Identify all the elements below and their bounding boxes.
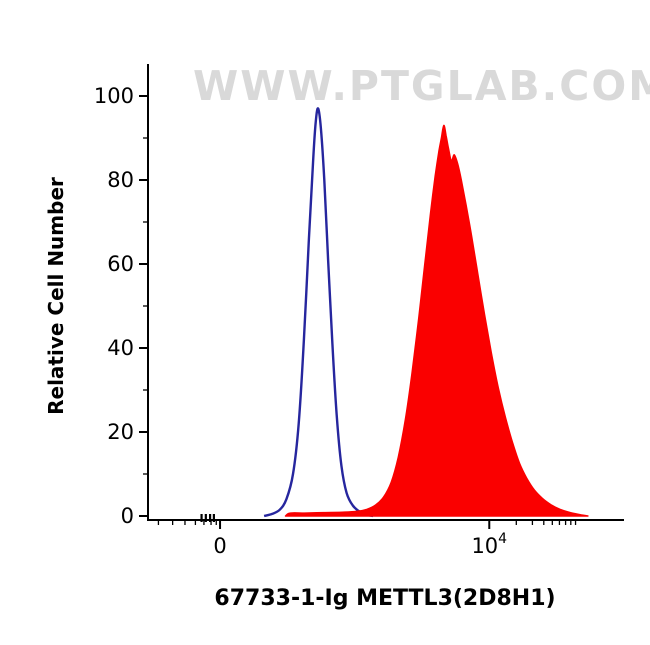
watermark-text: WWW.PTGLAB.COM [193, 62, 650, 110]
x-tick-label: 104 [471, 531, 507, 558]
control-curve [263, 107, 374, 518]
x-tick-label: 0 [213, 534, 226, 558]
y-tick-label: 0 [121, 504, 134, 528]
axes [147, 64, 624, 521]
y-tick-label: 80 [107, 168, 134, 192]
x-axis-title: 67733-1-Ig METTL3(2D8H1) [214, 586, 556, 611]
x-axis-ticks: 0 104 [157, 520, 577, 558]
stained-curve [284, 124, 589, 517]
y-tick-label: 40 [107, 336, 134, 360]
y-tick-label: 60 [107, 252, 134, 276]
y-tick-label: 20 [107, 420, 134, 444]
baseline-marks [200, 514, 215, 522]
y-axis-ticks: 0 20 40 60 80 100 [94, 84, 148, 528]
y-axis-title: Relative Cell Number [44, 177, 68, 415]
y-tick-label: 100 [94, 84, 134, 108]
